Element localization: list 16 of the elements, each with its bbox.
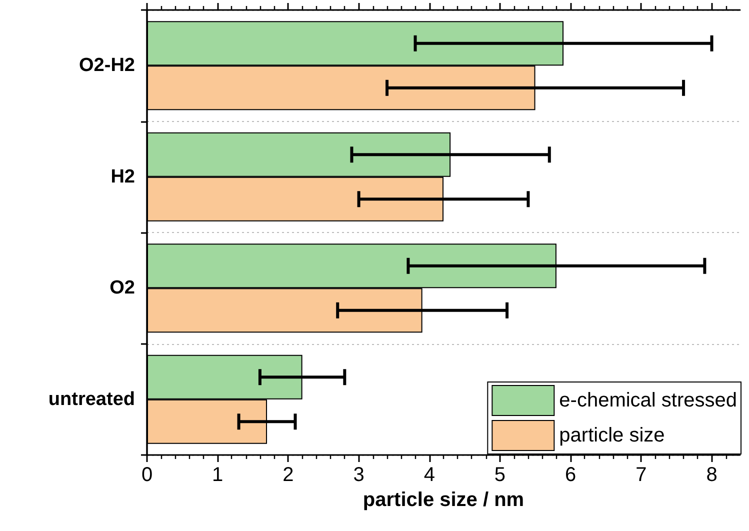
- y-tick-label: H2: [110, 166, 135, 188]
- y-tick-label: O2: [110, 278, 135, 299]
- x-tick-label: 3: [353, 464, 364, 486]
- legend-label: particle size: [559, 424, 665, 446]
- y-tick-label: untreated: [48, 388, 135, 410]
- x-tick-label: 7: [636, 464, 647, 486]
- x-tick-label: 6: [565, 464, 576, 486]
- y-tick-label: O2-H2: [79, 55, 135, 76]
- x-tick-label: 0: [141, 464, 153, 486]
- legend-label: e-chemical stressed: [559, 390, 737, 412]
- x-tick-label: 8: [706, 464, 718, 486]
- x-tick-label: 2: [282, 464, 294, 486]
- x-tick-label: 4: [424, 464, 435, 486]
- x-axis-title: particle size / nm: [362, 488, 524, 511]
- x-tick-label: 1: [212, 464, 224, 486]
- x-tick-label: 5: [494, 464, 506, 486]
